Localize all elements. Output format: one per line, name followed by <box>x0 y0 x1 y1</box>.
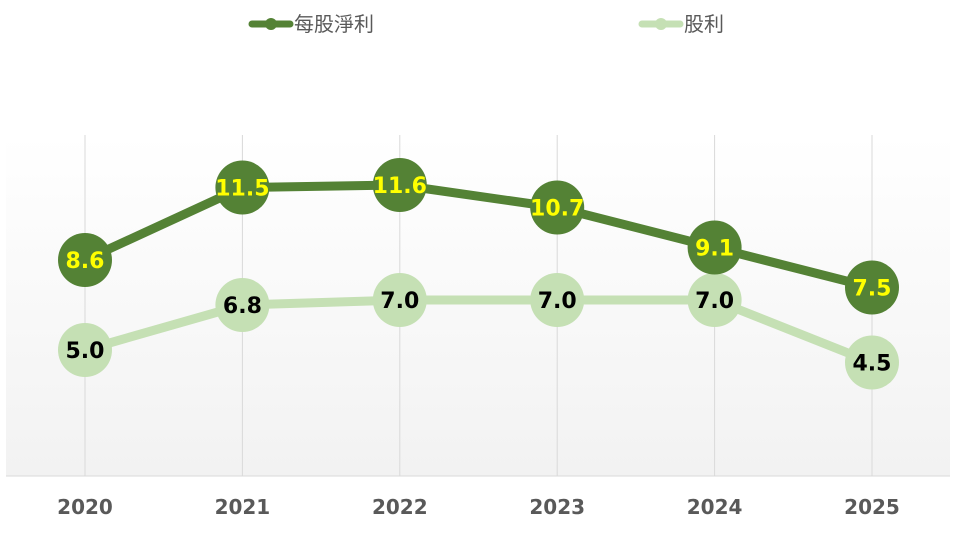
series-1: 5.0 6.8 7.0 7.0 7.0 4.5 <box>58 273 899 390</box>
data-label-0-2020: 8.6 <box>66 249 105 274</box>
data-label-0-2025: 7.5 <box>853 277 892 302</box>
data-point-0-2020 <box>58 233 112 287</box>
data-point-1-2025 <box>845 335 899 390</box>
legend-label: 每股淨利 <box>294 12 374 36</box>
data-point-1-2024 <box>687 273 742 327</box>
x-tick-label-2023: 2023 <box>529 495 585 519</box>
data-label-0-2024: 9.1 <box>695 237 734 262</box>
legend-item-1: 股利 <box>638 12 724 36</box>
data-label-0-2022: 11.6 <box>373 174 427 199</box>
data-label-1-2024: 7.0 <box>695 289 734 314</box>
legend-marker-swatch <box>655 18 667 30</box>
plot-area-background <box>6 135 950 476</box>
data-point-1-2023 <box>530 273 585 327</box>
legend-label: 股利 <box>684 12 724 36</box>
series-line-1 <box>80 295 877 367</box>
data-label-1-2025: 4.5 <box>853 352 892 377</box>
series-layer: 5.0 6.8 7.0 7.0 7.0 4.5 8.6 11.5 11.6 10.7 9.1 7.5 <box>58 158 899 390</box>
x-tick-label-2022: 2022 <box>372 495 428 519</box>
data-point-0-2025 <box>845 260 899 315</box>
series-line-0 <box>80 180 877 292</box>
data-point-1-2022 <box>372 273 427 327</box>
x-tick-label-2020: 2020 <box>57 495 113 519</box>
data-label-1-2023: 7.0 <box>538 289 577 314</box>
data-point-0-2023 <box>530 180 585 235</box>
x-tick-label-2021: 2021 <box>215 495 271 519</box>
data-point-0-2021 <box>215 160 270 215</box>
data-label-1-2020: 5.0 <box>66 339 105 364</box>
data-label-1-2022: 7.0 <box>380 289 419 314</box>
data-point-1-2021 <box>215 278 270 332</box>
data-point-0-2022 <box>372 158 427 212</box>
data-label-0-2023: 10.7 <box>530 197 584 222</box>
series-0: 8.6 11.5 11.6 10.7 9.1 7.5 <box>58 158 899 315</box>
data-point-1-2020 <box>58 323 112 377</box>
legend-item-0: 每股淨利 <box>248 12 374 36</box>
data-point-0-2024 <box>687 220 742 275</box>
x-tick-label-2024: 2024 <box>687 495 743 519</box>
x-axis-ticks: 2020 2021 2022 2023 2024 2025 <box>57 495 900 519</box>
data-label-1-2021: 6.8 <box>223 294 262 319</box>
data-label-0-2021: 11.5 <box>215 177 269 202</box>
x-tick-label-2025: 2025 <box>844 495 900 519</box>
legend: 每股淨利 股利 <box>248 12 724 36</box>
legend-marker-swatch <box>265 18 277 30</box>
